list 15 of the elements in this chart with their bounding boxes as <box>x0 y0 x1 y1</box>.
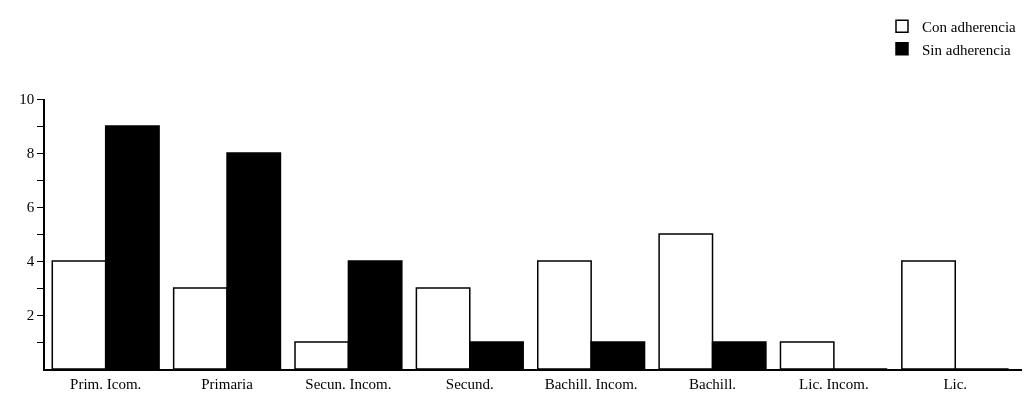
x-tick-label: Prim. Icom. <box>70 375 142 392</box>
y-tick-label: 8 <box>26 145 35 162</box>
legend-label: Con adherencia <box>922 19 1017 35</box>
x-tick-label: Primaria <box>201 375 254 392</box>
x-tick-label: Secund. <box>445 375 494 392</box>
y-tick-label: 10 <box>19 91 35 108</box>
x-tick-label: Lic. Incom. <box>799 375 869 392</box>
x-tick-label: Secun. Incom. <box>305 375 392 392</box>
y-tick-label: 6 <box>26 199 35 216</box>
y-tick-label: 4 <box>26 253 35 270</box>
y-tick-label: 2 <box>26 307 35 324</box>
x-tick-label: Lic. <box>943 375 968 392</box>
x-tick-label: Bachill. Incom. <box>544 375 638 392</box>
legend-label: Sin adherencia <box>922 41 1012 58</box>
x-tick-label: Bachill. <box>688 375 737 392</box>
